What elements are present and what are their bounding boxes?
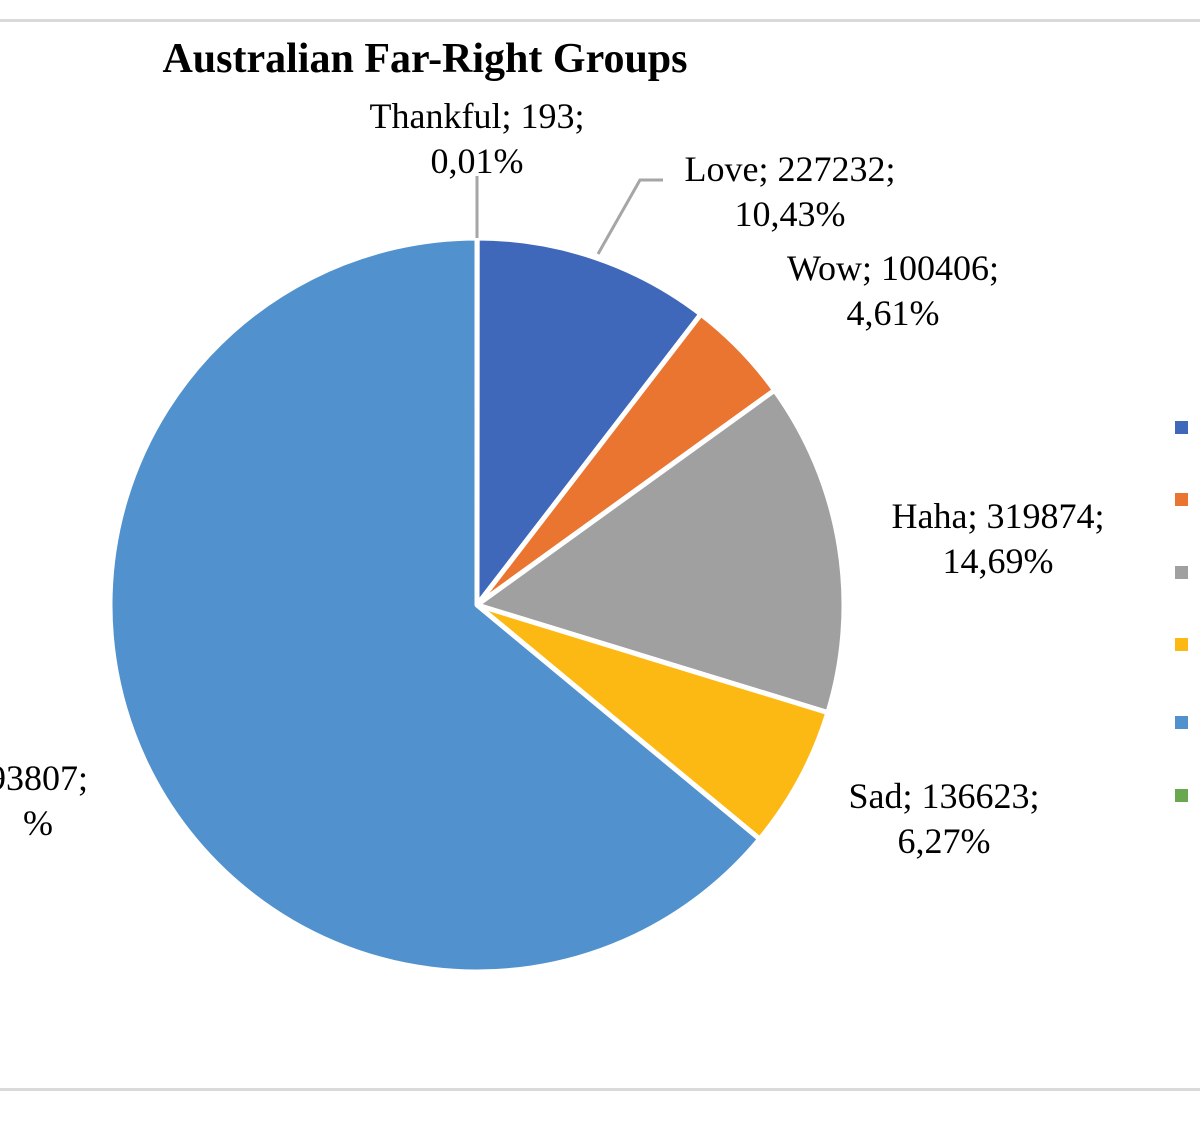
data-label-line1: Sad; 136623; [848, 776, 1039, 816]
data-label-line1: 93807; [0, 758, 88, 798]
legend-marker-4 [1175, 638, 1188, 651]
legend-marker-5 [1175, 716, 1188, 729]
data-label-line2: % [23, 803, 53, 843]
data-label-wow: Wow; 100406; 4,61% [787, 248, 999, 333]
data-label-line2: 0,01% [431, 141, 524, 181]
data-label-thankful: Thankful; 193; 0,01% [370, 96, 585, 181]
legend-marker-1 [1175, 421, 1188, 434]
pie-slice-angry [107, 235, 763, 975]
pie-slice-sad [474, 602, 831, 842]
data-label-line1: Love; 227232; [685, 149, 896, 189]
data-label-line1: Thankful; 193; [370, 96, 585, 136]
data-label-sad: Sad; 136623; 6,27% [848, 776, 1039, 861]
data-label-line2: 4,61% [847, 293, 940, 333]
data-label-line2: 14,69% [943, 541, 1054, 581]
data-label-love: Love; 227232; 10,43% [685, 149, 896, 234]
leader-line-love [596, 178, 663, 255]
data-label-line2: 10,43% [735, 194, 846, 234]
legend-marker-6 [1175, 789, 1188, 802]
data-label-line2: 6,27% [898, 821, 991, 861]
data-label-haha: Haha; 319874; 14,69% [892, 496, 1105, 581]
data-label-angry: 93807;% [0, 758, 88, 843]
legend-marker-3 [1175, 566, 1188, 579]
chart-frame-top-border [0, 19, 1200, 22]
legend-marker-2 [1175, 493, 1188, 506]
chart-title: Australian Far-Right Groups [162, 36, 687, 82]
data-label-line1: Haha; 319874; [892, 496, 1105, 536]
pie-slice-love [474, 235, 704, 608]
data-label-line1: Wow; 100406; [787, 248, 999, 288]
chart-frame-bottom-border [0, 1088, 1200, 1091]
